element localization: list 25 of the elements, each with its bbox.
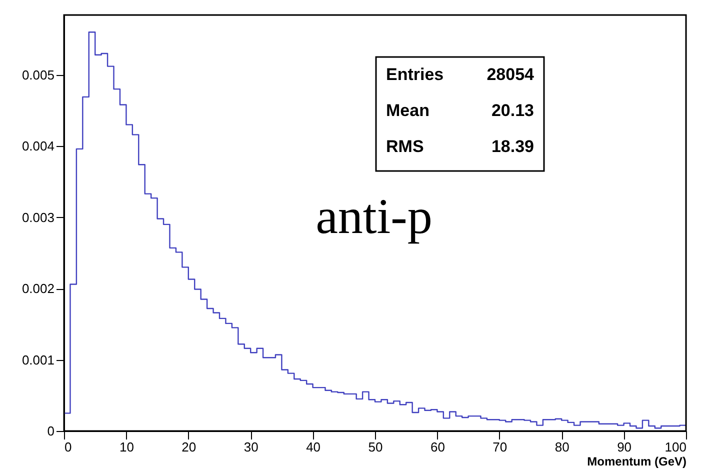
x-tick-label: 30 — [244, 440, 258, 454]
text: anti-p — [316, 188, 432, 244]
x-tick-label: 80 — [554, 440, 570, 454]
x-tick-label: 0 — [64, 440, 72, 454]
y-tick-label: 0.001 — [22, 352, 54, 368]
y-tick-label: 0.002 — [22, 281, 54, 296]
x-tick-label: 20 — [182, 440, 196, 454]
x-axis-title: Momentum (GeV) — [587, 454, 686, 468]
y-tick-label: 0.004 — [22, 138, 54, 154]
x-tick-label: 60 — [430, 440, 445, 454]
annotation: 28054 — [486, 65, 535, 84]
x-tick-label: 40 — [306, 440, 321, 454]
x-tick-label: 70 — [492, 440, 508, 454]
annotation: Mean — [386, 101, 430, 120]
annotation: RMS — [386, 137, 424, 156]
y-tick-label: 0 — [47, 424, 54, 438]
x-tick-label: 50 — [368, 440, 383, 454]
x-tick-label: 100 — [664, 440, 686, 454]
x-tick-label: 10 — [119, 440, 134, 454]
annotation: 18.39 — [491, 137, 534, 156]
y-tick-label: 0.005 — [22, 67, 54, 82]
annotation: 20.13 — [491, 101, 534, 120]
annotation: Entries — [386, 65, 444, 84]
y-tick-label: 0.003 — [22, 210, 54, 225]
x-tick-label: 90 — [617, 440, 632, 454]
